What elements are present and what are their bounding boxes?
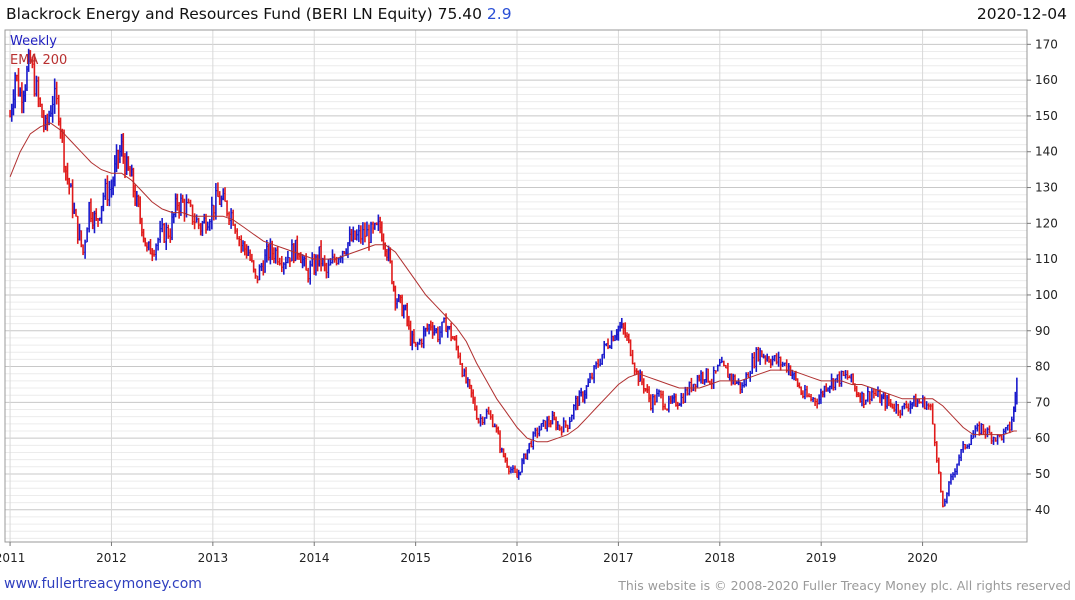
y-tick-label: 80: [1035, 360, 1050, 374]
weekly-bar: [846, 370, 850, 380]
chart-date: 2020-12-04: [976, 5, 1067, 23]
y-tick-label: 160: [1035, 73, 1058, 87]
y-tick-label: 130: [1035, 181, 1058, 195]
x-tick-label: 2017: [603, 551, 634, 565]
plot-frame: [4, 29, 1028, 543]
y-tick-label: 140: [1035, 145, 1058, 159]
y-axis: 40 50 60 70 80 90 100 110 120 130 140 150 160 170: [1027, 37, 1058, 517]
legend-ema: EMA 200: [10, 53, 67, 68]
x-axis: 2011 2012 2013 2014 2015 2016 2017 2018 2019 2020: [0, 542, 938, 565]
weekly-bar: [585, 385, 589, 399]
y-tick-label: 50: [1035, 467, 1050, 481]
weekly-bar: [712, 366, 716, 389]
x-tick-label: 2015: [400, 551, 431, 565]
weekly-bars: [9, 48, 1018, 508]
x-tick-label: 2012: [96, 551, 127, 565]
weekly-bar: [931, 403, 935, 425]
y-tick-label: 110: [1035, 252, 1058, 266]
x-tick-label: 2013: [198, 551, 229, 565]
site-link[interactable]: www.fullertreacymoney.com: [4, 576, 202, 592]
y-tick-label: 150: [1035, 109, 1058, 123]
weekly-bar: [475, 405, 479, 420]
y-tick-label: 60: [1035, 431, 1050, 445]
grid-lines: [5, 29, 1027, 542]
x-tick-label: 2020: [907, 551, 938, 565]
title-text: Blackrock Energy and Resources Fund (BER…: [6, 5, 482, 23]
x-tick-label: 2014: [299, 551, 330, 565]
weekly-bar: [75, 208, 78, 217]
weekly-bar: [84, 239, 88, 259]
price-change: 2.9: [486, 5, 512, 23]
y-tick-label: 120: [1035, 216, 1058, 230]
y-tick-label: 170: [1035, 37, 1058, 51]
y-tick-label: 70: [1035, 395, 1050, 409]
x-tick-label: 2019: [806, 551, 837, 565]
y-tick-label: 90: [1035, 324, 1050, 338]
weekly-bar: [441, 321, 444, 338]
copyright-text: This website is © 2008-2020 Fuller Treac…: [618, 578, 1071, 593]
x-tick-label: 2018: [705, 551, 736, 565]
chart-title: Blackrock Energy and Resources Fund (BER…: [6, 5, 512, 23]
y-tick-label: 40: [1035, 503, 1050, 517]
weekly-bar: [940, 471, 943, 493]
ema-200-line: [9, 122, 1017, 443]
legend-weekly: Weekly: [10, 34, 57, 49]
y-tick-label: 100: [1035, 288, 1058, 302]
x-tick-label: 2016: [502, 551, 533, 565]
x-tick-label: 2011: [0, 551, 25, 565]
